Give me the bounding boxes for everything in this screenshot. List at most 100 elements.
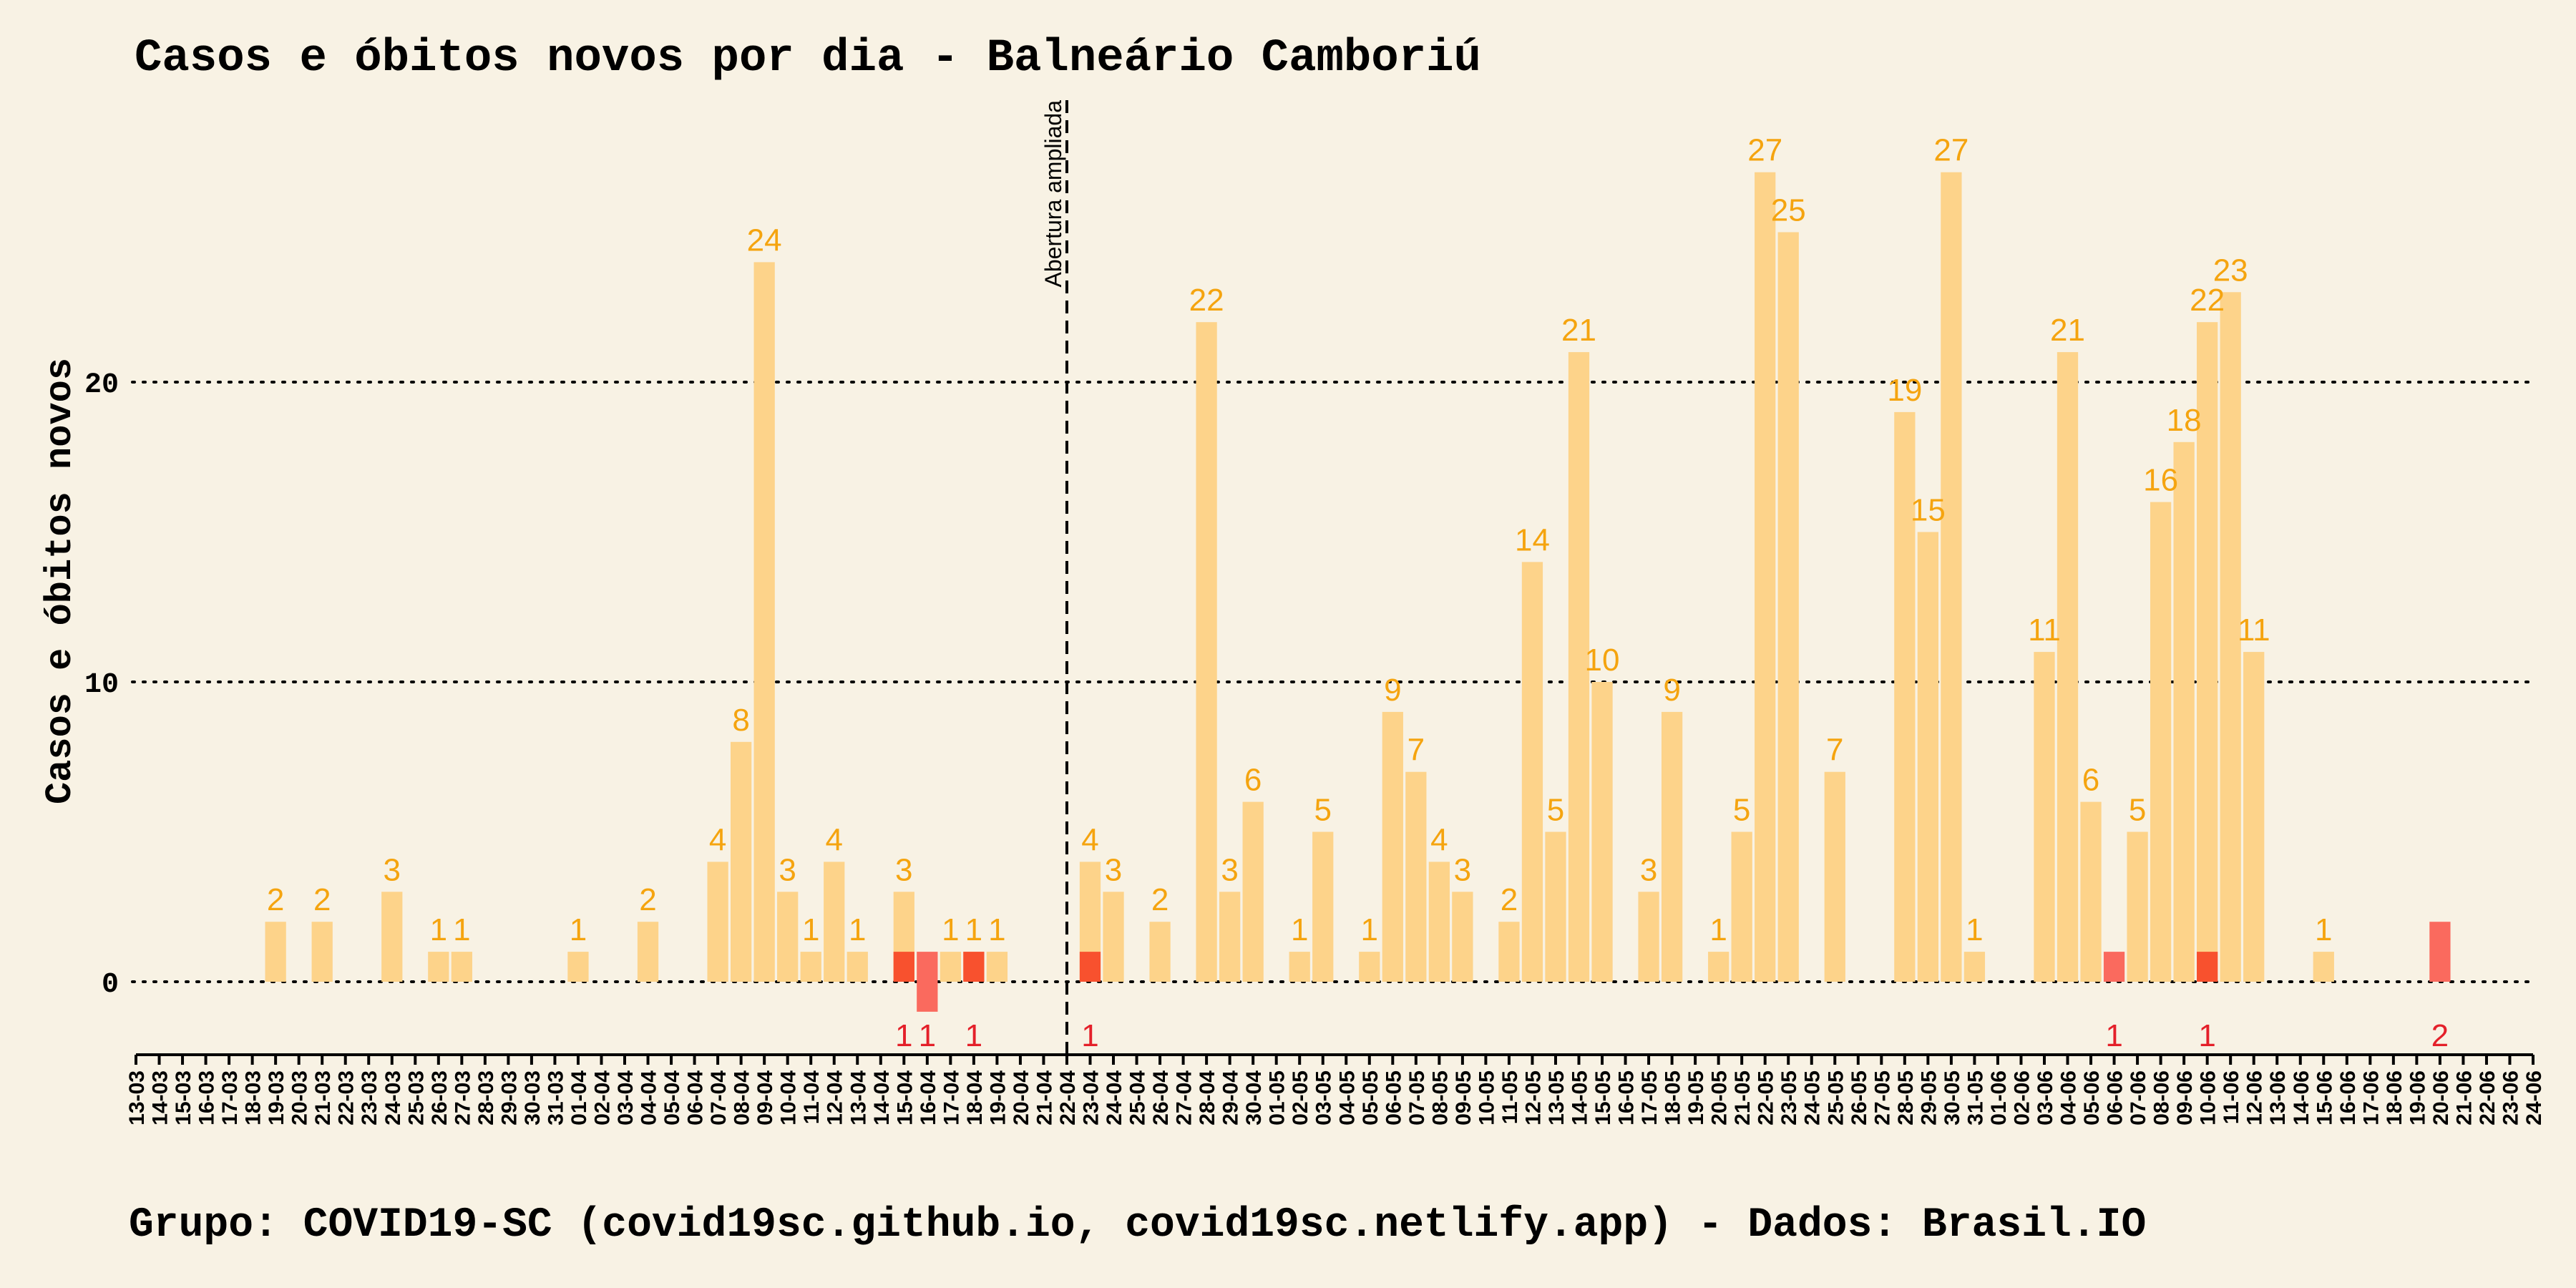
x-tick-label: 28-03	[474, 1070, 498, 1126]
case-value-label: 3	[1221, 852, 1238, 887]
case-bar	[1359, 952, 1380, 982]
x-tick-label: 23-06	[2499, 1070, 2522, 1126]
x-tick-label: 08-06	[2150, 1070, 2174, 1126]
case-value-label: 2	[1501, 882, 1518, 917]
x-tick-label: 25-04	[1126, 1070, 1150, 1126]
case-value-label: 8	[732, 703, 749, 738]
x-tick-label: 11-05	[1498, 1070, 1522, 1124]
case-bar	[1312, 831, 1334, 982]
case-bar	[2127, 831, 2148, 982]
x-tick-label: 12-06	[2243, 1070, 2267, 1126]
case-bar	[800, 952, 821, 982]
case-value-label: 10	[1585, 643, 1620, 678]
x-tick-label: 20-05	[1708, 1070, 1732, 1126]
case-value-label: 1	[430, 912, 447, 947]
case-value-label: 25	[1771, 193, 1806, 228]
case-bar	[847, 952, 868, 982]
x-tick-label: 20-04	[1010, 1070, 1033, 1126]
x-tick-label: 03-06	[2034, 1070, 2057, 1126]
case-bar	[777, 892, 799, 982]
case-bar	[1405, 771, 1427, 982]
case-value-label: 21	[2050, 313, 2085, 348]
death-bar	[2429, 922, 2451, 982]
x-tick-label: 22-04	[1056, 1070, 1080, 1126]
y-tick-labels: 0 10 20	[84, 369, 119, 1001]
case-value-label: 1	[2315, 912, 2332, 947]
case-value-label: 11	[2238, 613, 2270, 648]
case-bar	[1661, 711, 1683, 982]
x-tick-label: 01-06	[1987, 1070, 2011, 1126]
case-value-label: 18	[2167, 403, 2202, 438]
case-value-label: 22	[2190, 283, 2225, 318]
x-tick-label: 30-05	[1941, 1070, 1964, 1126]
chart-caption: Grupo: COVID19-SC (covid19sc.github.io, …	[129, 1202, 2146, 1249]
case-value-label: 4	[1081, 822, 1098, 857]
x-tick-label: 09-05	[1452, 1070, 1475, 1126]
case-value-label: 1	[453, 912, 470, 947]
x-tick-label: 05-04	[660, 1070, 684, 1126]
y-tick-label: 20	[84, 369, 119, 401]
x-tick-label: 26-04	[1149, 1070, 1173, 1126]
case-bar	[707, 862, 728, 982]
x-tick-label: 16-03	[195, 1070, 219, 1126]
x-tick-label: 04-05	[1335, 1070, 1359, 1126]
case-value-label: 1	[570, 912, 587, 947]
x-tick-label: 04-06	[2057, 1070, 2081, 1126]
case-bar	[567, 952, 589, 982]
case-bar	[2220, 292, 2241, 982]
case-bar	[2313, 952, 2334, 982]
x-tick-label: 14-05	[1568, 1070, 1592, 1126]
x-tick-label: 12-04	[824, 1070, 847, 1126]
x-tick-label: 21-05	[1731, 1070, 1755, 1126]
x-tick-label: 08-04	[731, 1070, 754, 1126]
x-tick-label: 21-06	[2452, 1070, 2476, 1126]
death-value-label: 1	[895, 1018, 912, 1053]
case-bar	[753, 262, 775, 982]
case-value-label: 1	[988, 912, 1005, 947]
x-tick-label: 25-03	[404, 1070, 428, 1126]
case-bar	[1755, 172, 1776, 982]
x-tick-label: 03-05	[1312, 1070, 1336, 1126]
death-bar	[963, 952, 985, 982]
case-bar	[1382, 711, 1403, 982]
case-bar	[1963, 952, 1986, 982]
case-value-label: 1	[1361, 912, 1378, 947]
x-tick-label: 09-06	[2173, 1070, 2197, 1126]
x-tick-label: 29-04	[1219, 1070, 1243, 1126]
death-value-label: 1	[2198, 1018, 2215, 1053]
annotation-label: Abertura ampliada	[1040, 100, 1066, 288]
x-tick-label: 17-03	[218, 1070, 242, 1126]
death-value-label: 1	[2105, 1018, 2122, 1053]
death-bar	[2197, 952, 2218, 982]
x-tick-label: 31-03	[544, 1070, 567, 1126]
x-tick-label: 20-03	[288, 1070, 312, 1126]
death-value-label: 1	[1081, 1018, 1098, 1053]
x-tick-label: 27-05	[1870, 1070, 1894, 1126]
x-tick-label: 27-04	[1173, 1070, 1196, 1126]
x-tick-label: 01-05	[1266, 1070, 1289, 1126]
case-value-label: 5	[2129, 793, 2146, 828]
case-bar	[2173, 441, 2195, 982]
case-value-label: 21	[1561, 313, 1596, 348]
case-bar	[1219, 892, 1241, 982]
case-bar	[381, 892, 403, 982]
x-tick-label: 10-05	[1475, 1070, 1498, 1126]
x-tick-label: 02-05	[1289, 1070, 1312, 1126]
case-value-label: 3	[895, 852, 912, 887]
case-bar	[1917, 532, 1939, 982]
case-bar	[1452, 892, 1473, 982]
x-tick-label: 22-06	[2476, 1070, 2499, 1126]
case-bar	[1428, 862, 1450, 982]
death-value-label: 2	[2431, 1018, 2449, 1053]
annotation: Abertura ampliada	[1040, 100, 1068, 1065]
case-value-label: 23	[2213, 253, 2248, 288]
case-bar	[265, 922, 286, 982]
case-value-label: 14	[1515, 522, 1550, 557]
case-bar	[311, 922, 333, 982]
x-tick-label: 18-04	[963, 1070, 987, 1126]
case-value-label: 1	[1709, 912, 1727, 947]
case-bar	[1708, 952, 1729, 982]
case-bar	[1941, 172, 1962, 982]
x-tick-label: 06-06	[2104, 1070, 2127, 1126]
case-value-label: 15	[1911, 493, 1946, 528]
